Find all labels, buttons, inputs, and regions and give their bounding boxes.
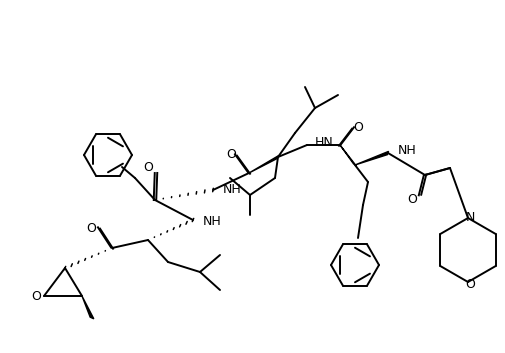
Text: HN: HN [315, 137, 333, 150]
Text: NH: NH [223, 184, 241, 197]
Text: N: N [465, 211, 474, 225]
Text: O: O [406, 193, 416, 207]
Text: O: O [143, 162, 153, 174]
Text: NH: NH [203, 215, 221, 228]
Text: O: O [352, 121, 362, 134]
Polygon shape [339, 145, 356, 166]
Text: O: O [86, 221, 96, 234]
Polygon shape [82, 296, 93, 319]
Text: NH: NH [397, 144, 416, 157]
Text: O: O [464, 277, 474, 291]
Polygon shape [248, 155, 278, 173]
Text: O: O [31, 289, 41, 303]
Polygon shape [355, 151, 388, 165]
Text: O: O [226, 149, 235, 162]
